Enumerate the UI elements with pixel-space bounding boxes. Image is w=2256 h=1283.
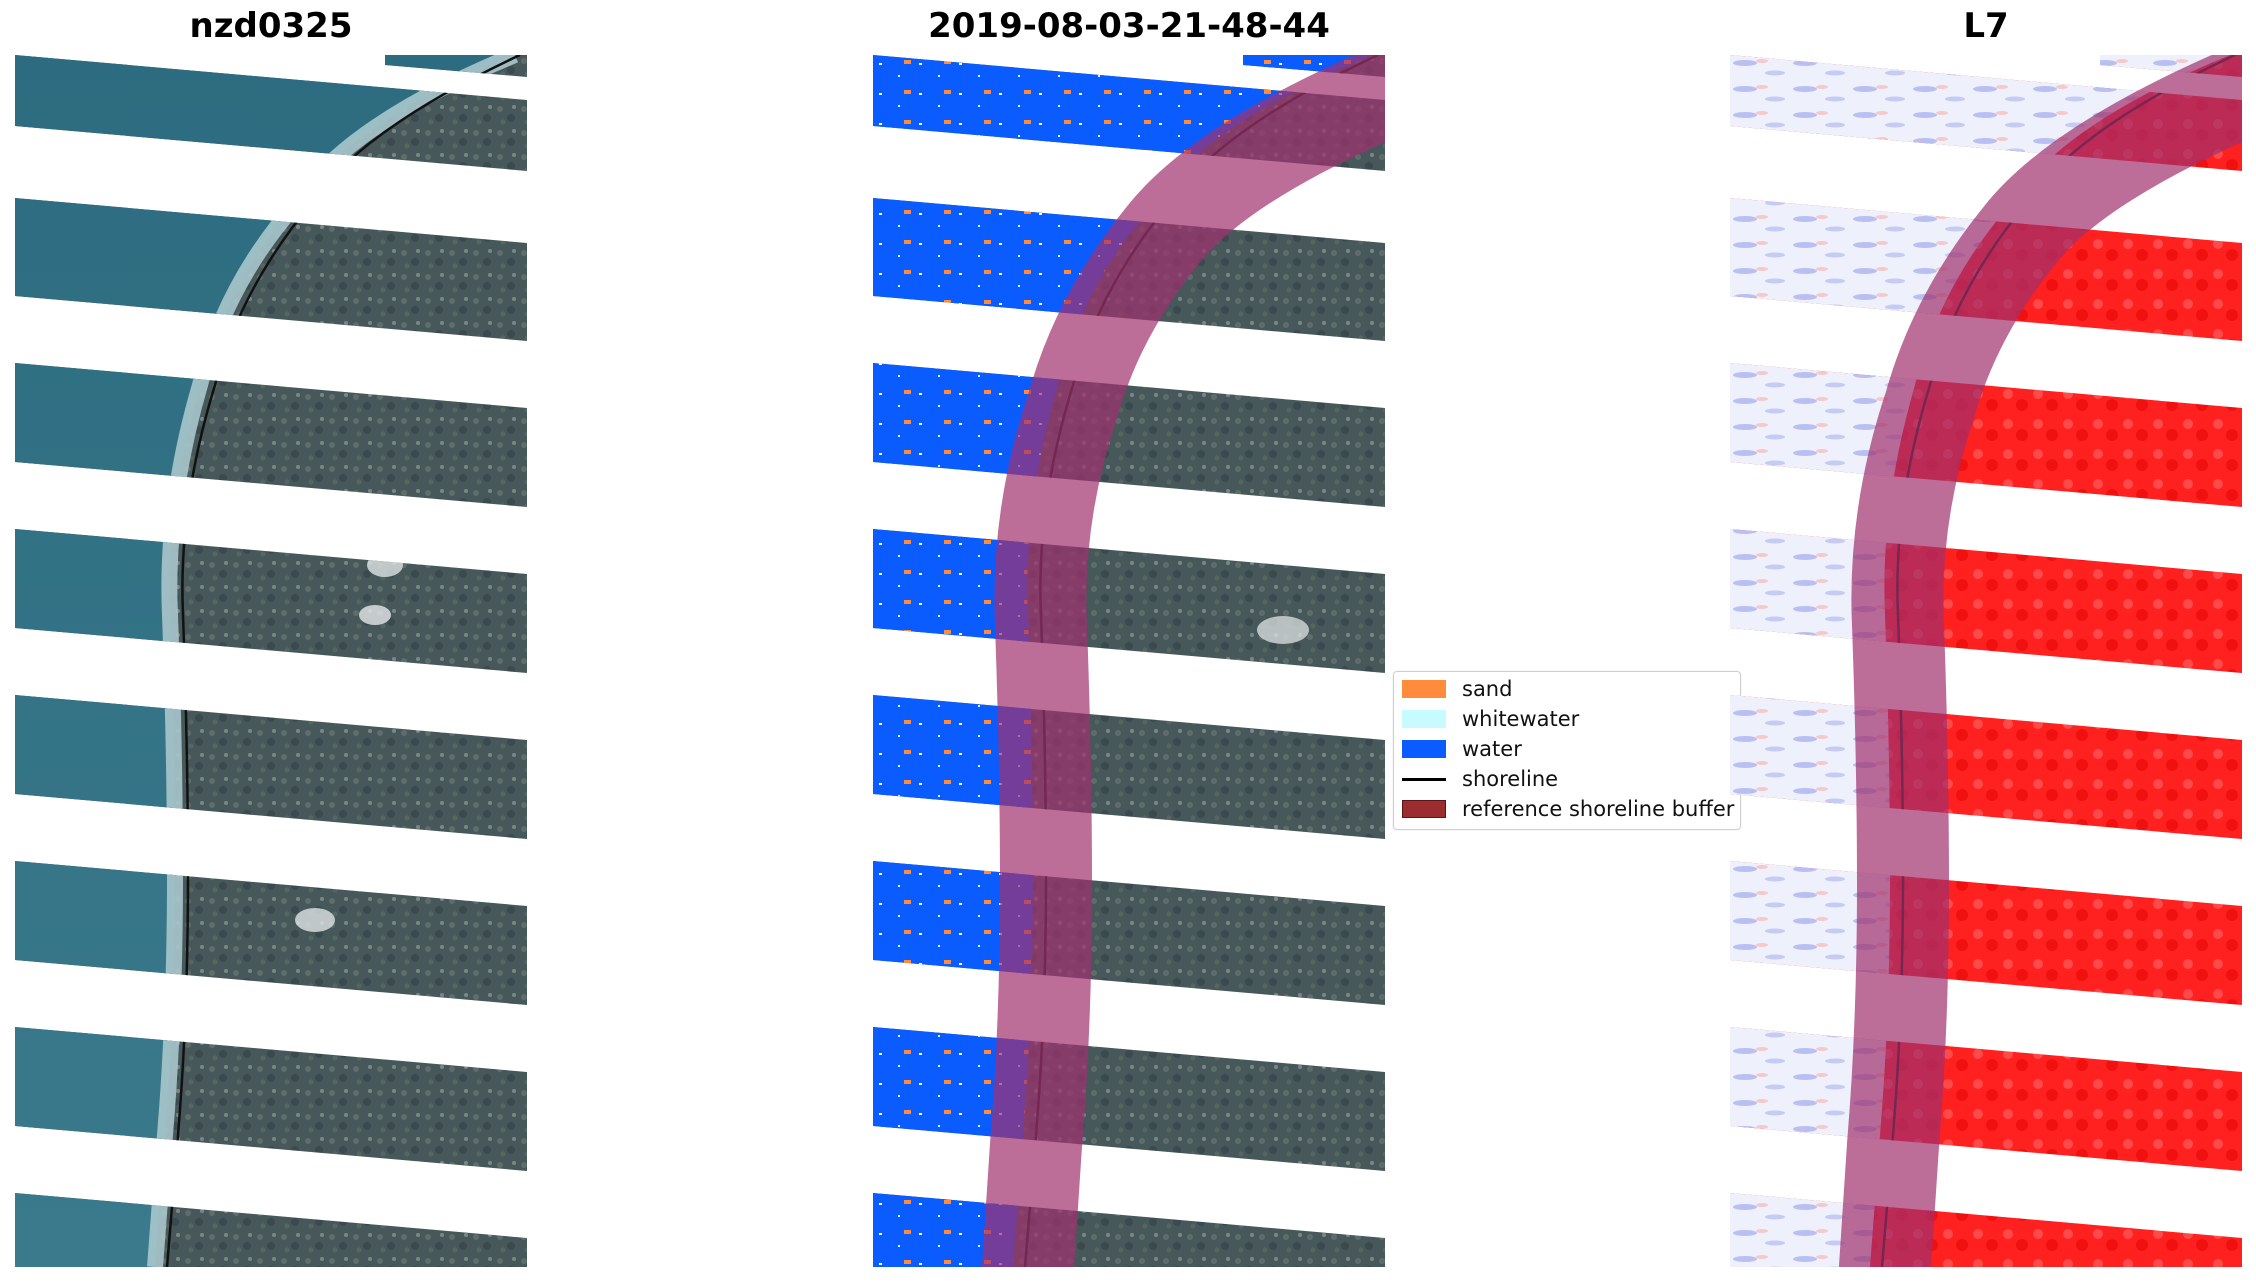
index-image — [1730, 55, 2242, 1267]
legend-label: sand — [1462, 677, 1513, 701]
rgb-image — [15, 55, 527, 1267]
panel-title-classified: 2019-08-03-21-48-44 — [928, 6, 1330, 46]
legend-label: water — [1462, 737, 1522, 761]
legend-label: shoreline — [1462, 767, 1559, 791]
rgb-image-panel — [15, 55, 527, 1267]
legend-item-sand: sand — [1402, 674, 1512, 704]
sand-swatch — [1402, 680, 1446, 698]
panel-title-rgb: nzd0325 — [189, 6, 353, 46]
water-swatch — [1402, 740, 1446, 758]
whitewater-swatch — [1402, 710, 1446, 728]
classified-image-panel — [873, 55, 1385, 1267]
legend: sand whitewater water shoreline referenc… — [1393, 671, 1741, 830]
legend-item-water: water — [1402, 734, 1522, 764]
legend-item-whitewater: whitewater — [1402, 704, 1579, 734]
shoreline-line-swatch — [1402, 777, 1446, 781]
classified-image — [873, 55, 1385, 1267]
buffer-swatch — [1402, 800, 1446, 818]
index-image-panel — [1730, 55, 2242, 1267]
legend-item-buffer: reference shoreline buffer — [1402, 794, 1734, 824]
panel-title-index: L7 — [1963, 6, 2009, 46]
legend-label: reference shoreline buffer — [1462, 797, 1735, 821]
legend-item-shoreline: shoreline — [1402, 764, 1558, 794]
legend-label: whitewater — [1462, 707, 1580, 731]
